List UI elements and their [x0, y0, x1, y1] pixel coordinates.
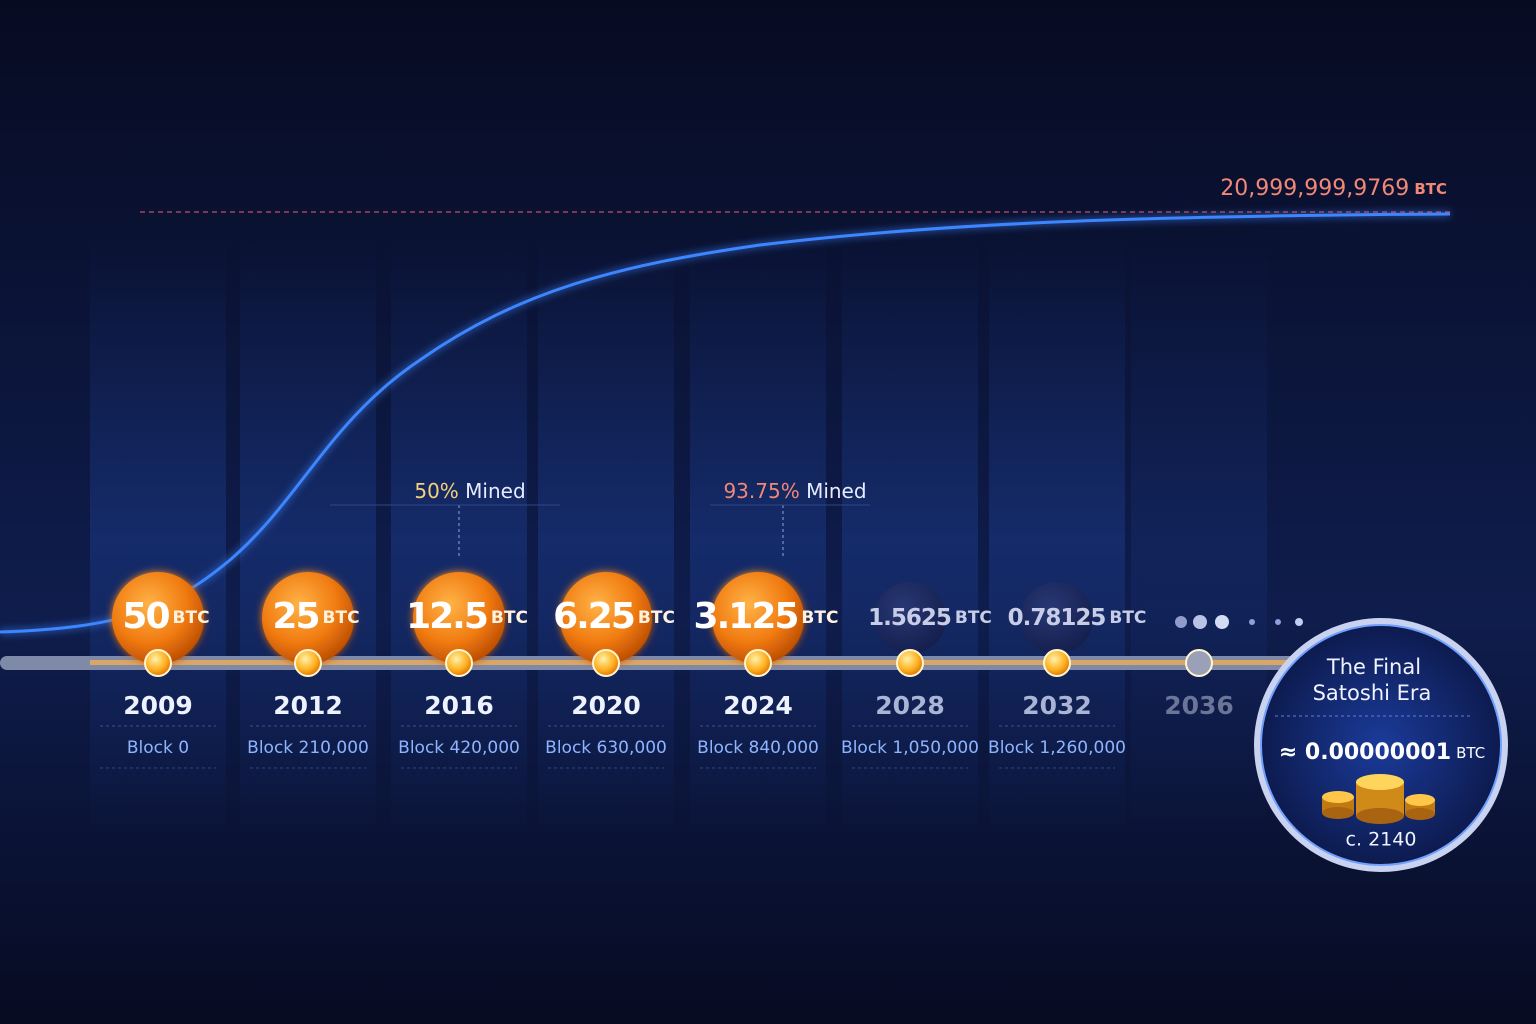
badge-title: Satoshi Era — [1313, 681, 1432, 705]
era-year: 2024 — [723, 691, 793, 720]
ellipsis-dot — [1193, 615, 1207, 629]
reward-value: 25 — [272, 596, 318, 637]
era-block: Block 210,000 — [247, 738, 369, 758]
ellipsis-dot — [1175, 616, 1187, 628]
badge-reward-value: ≈ 0.00000001 — [1279, 740, 1451, 765]
supply-cap-label: 20,999,999,9769 BTC — [1220, 176, 1447, 201]
reward-unit: BTC — [1109, 608, 1146, 628]
timeline-node — [1043, 649, 1071, 677]
reward-value: 12.5 — [406, 596, 487, 637]
era-column — [690, 240, 826, 840]
badge-face — [1260, 624, 1502, 866]
ellipsis-dot — [1275, 619, 1281, 625]
reward-value: 50 — [122, 596, 169, 637]
reward-label: 3.125 BTC — [694, 596, 839, 637]
reward-label: 25 BTC — [272, 596, 359, 637]
final-era-badge: The Final Satoshi Era ≈ 0.00000001 BTC c… — [1254, 618, 1508, 872]
era-columns — [90, 240, 1267, 840]
era-year: 2016 — [424, 691, 494, 720]
reward-label: 12.5 BTC — [406, 596, 528, 637]
timeline-node — [896, 649, 924, 677]
reward-unit: BTC — [638, 608, 675, 628]
timeline-node — [445, 649, 473, 677]
era-block: Block 420,000 — [398, 738, 520, 758]
era-block: Block 840,000 — [697, 738, 819, 758]
milestone-percent: 93.75% — [723, 479, 799, 503]
reward-coin — [112, 572, 204, 664]
badge-reward: ≈ 0.00000001 BTC — [1279, 740, 1485, 765]
reward-value: 3.125 — [694, 596, 798, 637]
reward-unit: BTC — [173, 608, 210, 628]
ellipsis-dot — [1215, 615, 1229, 629]
era-column — [90, 240, 226, 840]
era-block: Block 0 — [127, 738, 189, 758]
era-column — [538, 240, 674, 840]
reward-coin — [413, 572, 505, 664]
era-column — [391, 240, 527, 840]
badge-year: c. 2140 — [1346, 829, 1417, 851]
timeline-node — [592, 649, 620, 677]
badge-reward-unit: BTC — [1456, 744, 1485, 762]
era-year: 2032 — [1022, 691, 1092, 720]
reward-value: 1.5625 — [868, 605, 951, 631]
milestone-label: 93.75% Mined — [723, 479, 866, 503]
era-column — [842, 240, 978, 840]
era-year: 2012 — [273, 691, 343, 720]
supply-cap-value: 20,999,999,9769 — [1220, 176, 1409, 201]
era-block: Block 630,000 — [545, 738, 667, 758]
reward-coin — [262, 572, 354, 664]
supply-cap-unit: BTC — [1414, 180, 1447, 198]
reward-label: 1.5625 BTC — [868, 605, 992, 631]
supply-curve — [0, 212, 1451, 634]
reward-value: 6.25 — [553, 596, 634, 637]
milestone-text: Mined — [465, 479, 526, 503]
milestone-percent: 50% — [414, 479, 458, 503]
era-column — [1131, 240, 1267, 840]
era-year: 2028 — [875, 691, 945, 720]
era-year: 2036 — [1164, 691, 1234, 720]
timeline-node — [144, 649, 172, 677]
milestone-text: Mined — [806, 479, 867, 503]
timeline-node — [744, 649, 772, 677]
era-year: 2009 — [123, 691, 193, 720]
timeline-node — [294, 649, 322, 677]
ellipsis-dot — [1249, 619, 1255, 625]
timeline-node — [1185, 649, 1213, 677]
reward-label: 50 BTC — [122, 596, 209, 637]
timeline-glow — [90, 660, 1300, 665]
coin-stack — [1322, 774, 1435, 824]
reward-coin — [1021, 582, 1093, 654]
ellipsis-dot — [1295, 618, 1303, 626]
era-column — [240, 240, 376, 840]
reward-unit: BTC — [491, 608, 528, 628]
era-column — [989, 240, 1125, 840]
reward-unit: BTC — [801, 608, 838, 628]
era-block: Block 1,050,000 — [841, 738, 979, 758]
reward-coin — [712, 572, 804, 664]
era-year: 2020 — [571, 691, 641, 720]
reward-coin — [560, 572, 652, 664]
reward-label: 6.25 BTC — [553, 596, 675, 637]
reward-unit: BTC — [323, 608, 360, 628]
milestone-label: 50% Mined — [414, 479, 525, 503]
badge-title: The Final — [1326, 655, 1421, 679]
era-block: Block 1,260,000 — [988, 738, 1126, 758]
reward-label: 0.78125 BTC — [1008, 605, 1147, 631]
reward-coin — [874, 582, 946, 654]
reward-unit: BTC — [955, 608, 992, 628]
reward-value: 0.78125 — [1008, 605, 1106, 631]
